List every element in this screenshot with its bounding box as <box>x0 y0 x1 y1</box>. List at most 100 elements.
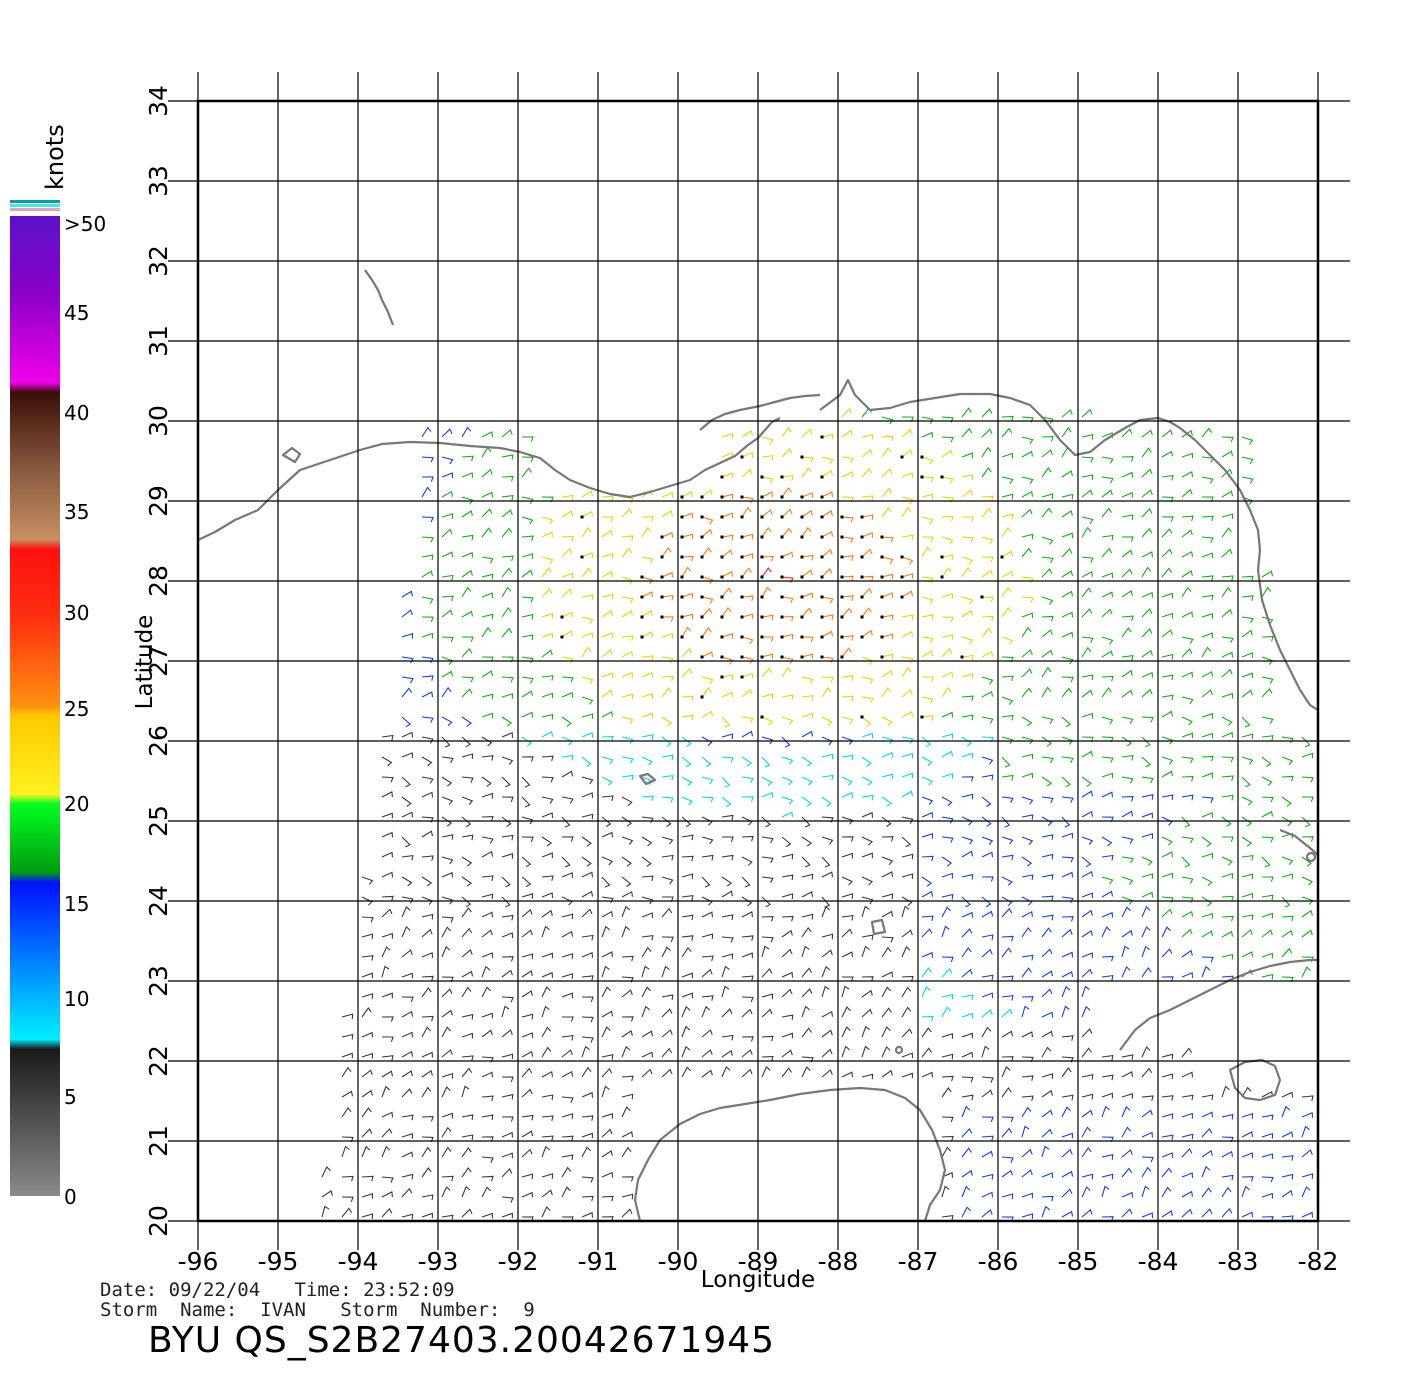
wind-barb <box>441 756 454 764</box>
wind-barb <box>781 1032 793 1039</box>
wind-barb <box>561 630 573 638</box>
wind-barb <box>741 533 754 540</box>
y-tick-label: 33 <box>144 165 173 197</box>
wind-barb <box>641 591 654 598</box>
wind-barb <box>1221 731 1234 738</box>
wind-barb <box>921 576 934 584</box>
wind-barb <box>621 535 634 541</box>
wind-barb <box>541 649 553 658</box>
wind-barb <box>921 890 934 898</box>
wind-barb <box>961 793 974 800</box>
wind-barb <box>1241 1176 1254 1182</box>
wind-barb <box>1121 1054 1134 1060</box>
wind-barb <box>1101 572 1114 579</box>
wind-barb <box>1001 607 1012 618</box>
wind-barb <box>561 676 574 683</box>
colorbar-title: knots <box>41 124 69 190</box>
wind-barb <box>1081 870 1094 878</box>
wind-barb <box>1061 676 1074 683</box>
wind-barb <box>841 852 853 859</box>
wind-barb <box>981 676 994 685</box>
wind-barb <box>521 876 532 888</box>
wind-barb <box>501 676 514 683</box>
wind-barb <box>1061 716 1072 728</box>
wind-barb <box>1281 1105 1291 1118</box>
wind-barb <box>401 1187 413 1198</box>
wind-barb <box>761 896 772 908</box>
wind-barb <box>641 1051 654 1058</box>
wind-barb <box>461 907 472 918</box>
wind-barb <box>1061 631 1074 638</box>
wind-barb <box>761 586 772 598</box>
wind-barb <box>541 1173 554 1179</box>
wind-barb <box>1001 570 1014 578</box>
wind-barb <box>781 971 794 978</box>
wind-barb <box>701 528 713 538</box>
wind-barb <box>541 675 554 681</box>
wind-barb <box>341 1090 354 1098</box>
wind-barb <box>1221 490 1234 498</box>
file-identifier: BYU QS_S2B27403.20042671945 <box>148 1320 776 1361</box>
wind-barb <box>621 796 633 806</box>
wind-barb <box>1001 526 1012 538</box>
wind-barb <box>1001 1030 1014 1038</box>
wind-barb <box>1081 1093 1094 1100</box>
wind-barb <box>701 968 713 978</box>
wind-barb <box>1021 1213 1034 1220</box>
wind-barb <box>721 836 734 842</box>
wind-barb <box>1081 434 1094 440</box>
wind-barb <box>881 736 894 745</box>
wind-barb <box>1221 436 1234 443</box>
wind-barb <box>801 636 814 643</box>
wind-barb <box>661 675 674 682</box>
wind-barb <box>361 972 373 979</box>
wind-barb <box>1201 1208 1213 1218</box>
wind-barb <box>481 736 493 747</box>
wind-barb <box>821 568 833 578</box>
wind-barb <box>1261 636 1274 642</box>
wind-barb <box>741 835 754 842</box>
wind-barb <box>1121 1149 1133 1158</box>
wind-barb <box>321 1205 330 1218</box>
wind-barb <box>501 429 513 438</box>
wind-barb <box>761 876 774 884</box>
wind-barb <box>801 456 814 463</box>
wind-barb <box>781 596 794 604</box>
rain-flag <box>820 435 824 439</box>
wind-barb <box>481 592 493 599</box>
wind-barb <box>962 516 974 522</box>
wind-barb <box>1161 653 1174 660</box>
wind-barb <box>561 953 574 959</box>
wind-barb <box>421 928 433 938</box>
wind-barb <box>581 934 594 941</box>
wind-barb <box>1021 649 1033 658</box>
wind-barb <box>521 467 532 478</box>
wind-barb <box>1001 975 1014 982</box>
wind-barb <box>801 856 811 868</box>
wind-barb <box>1061 409 1073 418</box>
wind-barb <box>541 1206 551 1218</box>
wind-barb <box>581 975 594 981</box>
wind-barb <box>1181 928 1193 938</box>
wind-barb <box>561 871 574 878</box>
wind-barb <box>1161 1113 1174 1119</box>
wind-barb <box>1161 1073 1174 1080</box>
wind-barb <box>1201 632 1213 639</box>
wind-barb <box>781 527 793 538</box>
wind-barb <box>681 816 692 828</box>
wind-barb <box>1041 948 1053 958</box>
wind-barb <box>821 965 831 978</box>
wind-barb <box>501 1005 510 1018</box>
wind-barb <box>441 776 453 787</box>
wind-barb <box>1001 427 1013 438</box>
wind-barb <box>1001 816 1011 828</box>
wind-barb <box>1201 852 1214 859</box>
wind-barb <box>801 796 812 807</box>
wind-barb <box>1121 1208 1133 1218</box>
wind-barb <box>1041 568 1053 578</box>
wind-barb <box>521 990 533 998</box>
wind-barb <box>401 776 411 788</box>
wind-barb <box>961 911 974 918</box>
wind-barb <box>441 472 454 479</box>
wind-barb <box>1241 456 1254 465</box>
